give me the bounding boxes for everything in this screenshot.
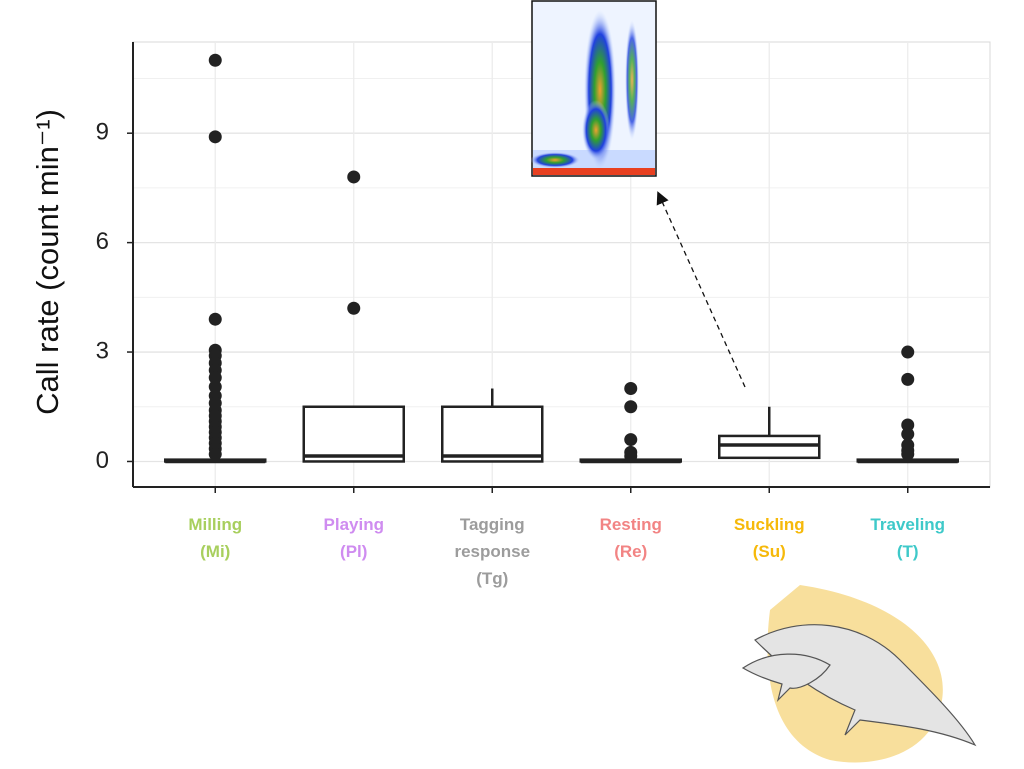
arrow (656, 191, 746, 388)
y-axis-label: Call rate (count min⁻¹) (30, 109, 65, 415)
outlier (901, 372, 915, 386)
outlier (208, 371, 222, 385)
x-tick-label: Milling (Mi) (188, 515, 242, 561)
y-tick-label: 6 (96, 228, 109, 255)
outlier (624, 382, 638, 396)
whale-illustration (741, 585, 977, 763)
outlier (901, 427, 915, 441)
box (718, 434, 821, 460)
x-tick-label: Suckling (Su) (734, 515, 805, 561)
outlier (347, 170, 361, 184)
box (441, 405, 544, 463)
x-tick-label: Playing (Pl) (324, 515, 384, 561)
outlier (208, 53, 222, 67)
box (302, 405, 405, 463)
x-tick-label: Tagging response (Tg) (454, 515, 530, 588)
y-tick-label: 9 (96, 119, 109, 146)
outlier (208, 380, 222, 394)
spectrogram-inset (530, 0, 657, 177)
outlier (208, 312, 222, 326)
outlier (208, 130, 222, 144)
outlier (624, 433, 638, 447)
outlier (208, 447, 222, 461)
y-tick-label: 3 (96, 337, 109, 364)
outlier (624, 449, 638, 463)
outlier (624, 400, 638, 414)
outlier (901, 418, 915, 432)
outlier (347, 301, 361, 315)
y-tick-label: 0 (96, 447, 109, 474)
outlier (901, 447, 915, 461)
x-tick-label: Resting (Re) (600, 515, 662, 561)
outlier (901, 345, 915, 359)
x-tick-label: Traveling (T) (870, 515, 945, 561)
